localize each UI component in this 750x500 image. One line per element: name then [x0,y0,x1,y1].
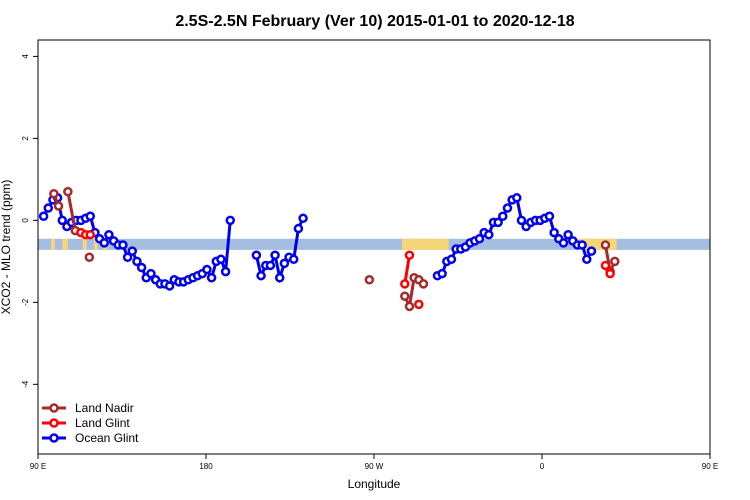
data-point [99,238,110,248]
data-point [600,260,611,271]
data-point [364,275,375,285]
data-point [298,213,308,224]
x-tick-label: 0 [540,462,545,471]
data-point [288,254,299,265]
x-axis-label: Longitude [348,477,401,491]
data-point [206,272,217,283]
data-point [414,299,424,310]
data-point [63,186,73,197]
x-tick-label: 90 E [30,462,46,471]
data-point [53,201,64,211]
legend-marker [49,433,59,443]
data-point [558,238,569,248]
data-point [84,252,95,262]
data-point [586,246,597,256]
data-point [577,240,587,250]
data-point [225,215,236,226]
y-tick-label: 0 [21,218,30,223]
data-point [293,223,304,234]
x-axis: 90 E 180 90 W 0 90 E [30,454,718,471]
y-tick-label: -4 [21,380,30,388]
data-point [493,217,503,228]
data-point [85,211,96,222]
series-line [403,254,411,285]
data-point [549,227,559,238]
data-point [600,240,611,250]
legend-label: Land Nadir [75,401,134,415]
data-point [484,229,494,240]
series-ocean-glint [38,193,597,291]
data-point [251,250,262,260]
data-point [563,229,573,240]
data-point [516,215,527,226]
legend-entry: Land Nadir [42,401,134,415]
data-point [404,250,415,260]
data-point [57,215,68,226]
land-segment [51,238,55,250]
x-tick-label: 90 W [365,462,384,471]
x-tick-label: 180 [199,462,213,471]
land-segment [94,238,98,250]
data-point [85,229,96,240]
data-point [256,270,266,281]
series-line [66,191,77,231]
data-point [49,188,59,199]
data-point [220,266,231,277]
data-point [400,291,410,301]
data-point [446,254,457,265]
data-point [202,264,212,275]
data-point [502,203,513,213]
data-point [38,211,49,222]
data-point [512,193,522,203]
data-point [274,272,285,283]
data-point [582,254,592,265]
y-axis-label: XCO2 - MLO trend (ppm) [0,180,13,315]
data-point [127,246,138,256]
data-point [498,211,508,222]
data-point [544,211,555,222]
data-point [610,256,620,267]
data-point [136,262,147,273]
legend-entry: Land Glint [42,416,130,430]
data-point [400,279,410,289]
land-segment [62,238,68,250]
y-tick-label: 2 [21,136,30,141]
legend-entry: Ocean Glint [42,431,139,445]
legend-label: Ocean Glint [75,431,139,445]
data-point [437,268,447,279]
data-point [216,254,226,265]
land-segment [402,238,449,250]
data-point [265,260,276,271]
data-point [418,279,429,289]
data-point [104,229,114,240]
land-segment [575,238,617,250]
y-tick-label: 4 [21,54,30,59]
data-point [43,203,54,213]
data-point [605,268,615,279]
data-point [122,252,133,262]
data-point [146,268,156,279]
data-point [270,250,280,260]
data-point [164,281,175,291]
ocean-band [38,238,710,250]
data-point [118,240,128,250]
legend-marker [49,403,59,413]
data-point [132,256,142,267]
data-point [279,258,290,269]
data-point [474,234,485,244]
series-group [38,186,620,312]
chart-title: 2.5S-2.5N February (Ver 10) 2015-01-01 t… [175,13,574,30]
data-point [404,301,415,312]
legend-marker [49,418,59,428]
land-segment [82,238,87,250]
y-tick-label: -2 [21,298,30,306]
series-land-glint [76,227,615,310]
y-axis: -4 -2 0 2 4 [21,54,38,388]
x-tick-label: 90 E [702,462,718,471]
legend-label: Land Glint [75,416,130,430]
